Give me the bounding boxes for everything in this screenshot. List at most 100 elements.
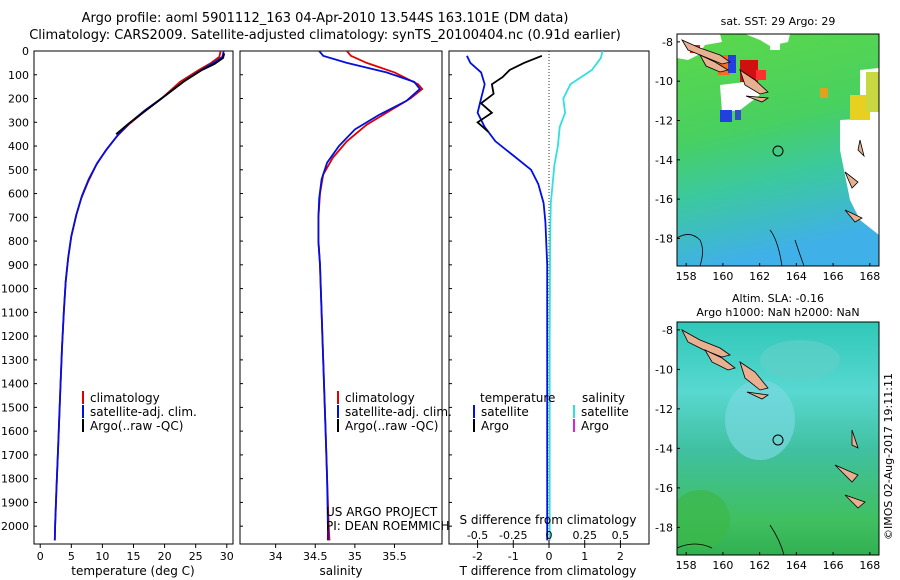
sst-map: [677, 34, 879, 266]
salinity-panel-frame: [239, 50, 443, 545]
legend-argo: Argo(..raw -QC): [90, 419, 183, 433]
map-lon-label: 166: [823, 559, 844, 572]
x-tick-label: 1: [581, 550, 588, 563]
y-tick-label: 300: [8, 116, 29, 129]
y-tick-label: 1300: [1, 354, 29, 367]
x-tick-label: 2: [617, 550, 624, 563]
x-tick-label: 25: [189, 550, 203, 563]
x-tick-label: -1: [508, 550, 519, 563]
y-tick-label: 1600: [1, 425, 29, 438]
y-tick-label: 1700: [1, 449, 29, 462]
map-lon-label: 158: [676, 270, 697, 283]
map-lat-label: -10: [655, 363, 673, 376]
legend-satellite-adj: satellite-adj. clim.: [345, 405, 452, 419]
y-tick-label: 600: [8, 188, 29, 201]
map-lon-label: 158: [676, 559, 697, 572]
y-tick-label: 1100: [1, 306, 29, 319]
series-satellite-line: [466, 55, 549, 541]
figure-title-line2: Climatology: CARS2009. Satellite-adjuste…: [29, 28, 621, 43]
credit-line2: PI: DEAN ROEMMICH: [326, 519, 449, 533]
series-satellite-line: [53, 51, 225, 541]
map1-frame: [676, 33, 880, 267]
y-tick-label: 400: [8, 140, 29, 153]
y-tick-label: 1500: [1, 401, 29, 414]
temperature-xlabel: temperature (deg C): [71, 564, 194, 578]
map-lon-label: 162: [749, 270, 770, 283]
difference-legend: temperature salinity satellite Argo sate…: [473, 391, 629, 433]
map-lon-label: 164: [786, 270, 807, 283]
y-tick-label: 900: [8, 259, 29, 272]
x-tick-label: 0: [546, 550, 553, 563]
top-tick-label: 0: [546, 529, 553, 542]
x-tick-label: 35.5: [382, 550, 407, 563]
map2-frame: [676, 321, 880, 556]
y-tick-label: 2000: [1, 520, 29, 533]
y-tick-label: 700: [8, 211, 29, 224]
top-tick-label: -0.25: [499, 529, 527, 542]
sla-map: [677, 322, 879, 555]
map2-title: Altim. SLA: -0.16: [732, 292, 824, 305]
x-tick-label: 20: [158, 550, 172, 563]
series-climatology-line: [317, 51, 424, 541]
y-tick-label: 1000: [1, 283, 29, 296]
salinity-legend: climatology satellite-adj. clim. Argo(..…: [337, 391, 452, 433]
legend-temperature-title: temperature: [480, 391, 555, 405]
y-tick-label: 500: [8, 164, 29, 177]
credit-line1: US ARGO PROJECT: [326, 505, 438, 519]
map-lon-label: 164: [786, 559, 807, 572]
legend-temp-argo: Argo: [481, 419, 509, 433]
x-tick-label: 30: [220, 550, 234, 563]
map2-ticks: 158 160 162 164 166 168 -8 -10 -12 -14 -16 -18: [655, 324, 880, 572]
map1-ticks: 158 160 162 164 166 168 -8 -10 -12 -14 -16 -18: [655, 36, 880, 283]
map-lat-label: -10: [655, 75, 673, 88]
legend-sal-satellite: satellite: [581, 405, 629, 419]
map-lon-label: 168: [859, 270, 880, 283]
x-tick-label: 34.5: [303, 550, 328, 563]
top-tick-label: -0.5: [467, 529, 488, 542]
axes-ticks: 0 5 10 15 20 25 300100200300400500600700800900…: [1, 45, 629, 563]
map-lat-label: -12: [655, 115, 673, 128]
timestamp-stamp: ©IMOS 02-Aug-2017 19:11:11: [882, 373, 895, 540]
legend-argo: Argo(..raw -QC): [345, 419, 438, 433]
figure-title-line1: Argo profile: aoml 5901112_163 04-Apr-20…: [81, 11, 569, 26]
y-tick-label: 1200: [1, 330, 29, 343]
map-lon-label: 160: [712, 559, 733, 572]
y-tick-label: 200: [8, 93, 29, 106]
map-lat-label: -12: [655, 403, 673, 416]
temperature-legend: climatology satellite-adj. clim. Argo(..…: [82, 391, 197, 433]
x-tick-label: 34: [269, 550, 283, 563]
series-argo-line: [115, 53, 226, 135]
x-tick-label: 35: [348, 550, 362, 563]
x-tick-label: 15: [127, 550, 141, 563]
map-lat-label: -16: [655, 482, 673, 495]
map-lon-label: 160: [712, 270, 733, 283]
legend-salinity-title: salinity: [582, 391, 625, 405]
y-tick-label: 1800: [1, 473, 29, 486]
series-satellite-line: [317, 51, 422, 541]
difference-plot: [466, 51, 604, 544]
map-lon-label: 168: [859, 559, 880, 572]
y-tick-label: 100: [8, 69, 29, 82]
y-tick-label: 0: [22, 45, 29, 58]
y-tick-label: 1900: [1, 496, 29, 509]
legend-sal-argo: Argo: [581, 419, 609, 433]
legend-satellite-adj: satellite-adj. clim.: [90, 405, 197, 419]
difference-top-xlabel: S difference from climatology: [460, 513, 637, 527]
map-lat-label: -16: [655, 193, 673, 206]
x-tick-label: 10: [95, 550, 109, 563]
legend-climatology: climatology: [90, 391, 160, 405]
series-argo-line: [476, 54, 543, 133]
map-lat-label: -8: [662, 36, 673, 49]
map1-title: sat. SST: 29 Argo: 29: [721, 15, 836, 28]
map2-subtitle: Argo h1000: NaN h2000: NaN: [696, 306, 859, 319]
y-tick-label: 1400: [1, 378, 29, 391]
difference-xlabel: T difference from climatology: [459, 564, 637, 578]
legend-temp-satellite: satellite: [481, 405, 529, 419]
map-lat-label: -14: [655, 442, 673, 455]
salinity-plot: [317, 51, 424, 541]
map-lon-label: 166: [823, 270, 844, 283]
y-tick-label: 800: [8, 235, 29, 248]
map-lat-label: -18: [655, 521, 673, 534]
temperature-plot: [53, 51, 226, 541]
